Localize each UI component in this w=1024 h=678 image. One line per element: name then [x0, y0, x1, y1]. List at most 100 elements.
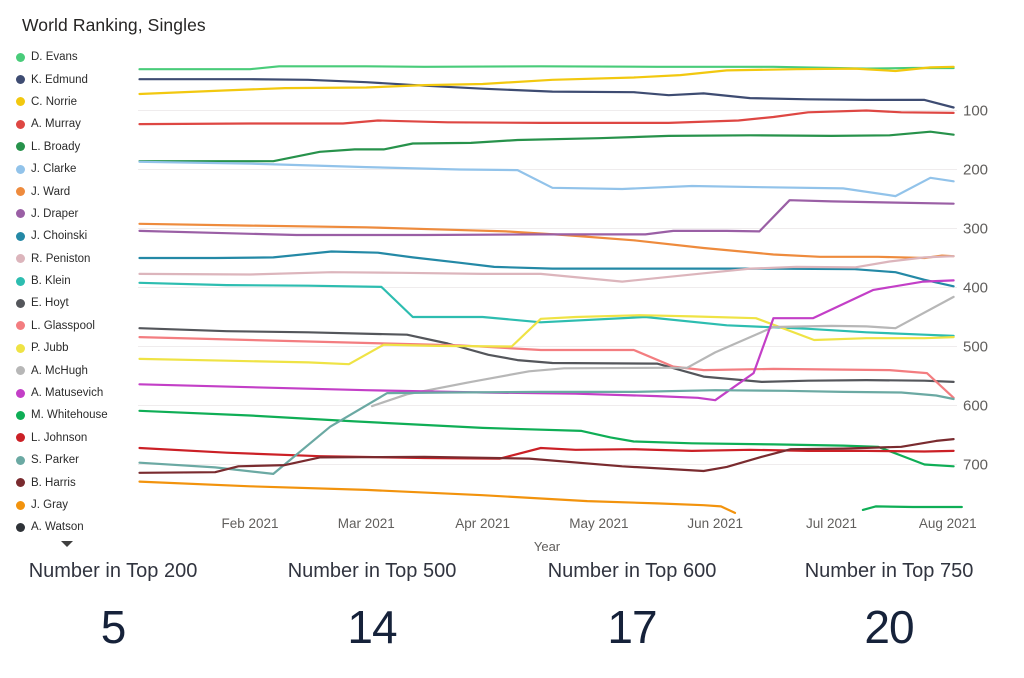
kpi-card-number-in-top-600[interactable]: Number in Top 600 17: [502, 560, 762, 654]
legend-item-a--watson[interactable]: A. Watson: [16, 516, 136, 538]
legend-item-s--parker[interactable]: S. Parker: [16, 449, 136, 471]
legend-item-label: J. Clarke: [31, 163, 77, 176]
chart-legend: D. Evans K. Edmund C. Norrie A. Murray L. Br…: [16, 46, 136, 539]
legend-item-label: B. Harris: [31, 476, 76, 489]
kpi-label: Number in Top 600: [547, 560, 717, 582]
legend-item-label: A. Murray: [31, 118, 81, 131]
legend-item-label: J. Ward: [31, 185, 71, 198]
series-line-b--klein[interactable]: [138, 281, 955, 337]
legend-swatch-icon: [16, 209, 25, 219]
series-line-a--murray[interactable]: [138, 109, 955, 126]
series-line-a--matusevich[interactable]: [138, 279, 955, 402]
x-axis-label-jun-2021: Jun 2021: [687, 516, 743, 531]
y-axis-label-600: 600: [963, 398, 988, 415]
legend-item-label: M. Whitehouse: [31, 409, 108, 422]
series-line-s--parker[interactable]: [138, 389, 955, 475]
kpi-card-number-in-top-750[interactable]: Number in Top 750 20: [759, 560, 1019, 654]
legend-item-d--evans[interactable]: D. Evans: [16, 46, 136, 68]
legend-swatch-icon: [16, 343, 25, 353]
legend-item-label: A. Matusevich: [31, 387, 104, 400]
legend-item-label: S. Parker: [31, 454, 79, 467]
x-axis-label-feb-2021: Feb 2021: [221, 516, 278, 531]
series-line-c--norrie[interactable]: [138, 65, 955, 96]
legend-item-j--clarke[interactable]: J. Clarke: [16, 158, 136, 180]
legend-item-b--klein[interactable]: B. Klein: [16, 270, 136, 292]
series-line-k--edmund[interactable]: [138, 78, 955, 109]
legend-item-l--broady[interactable]: L. Broady: [16, 136, 136, 158]
legend-item-e--hoyt[interactable]: E. Hoyt: [16, 292, 136, 314]
legend-item-l--glasspool[interactable]: L. Glasspool: [16, 315, 136, 337]
series-line-b--harris[interactable]: [138, 438, 955, 474]
legend-swatch-icon: [16, 276, 25, 286]
y-axis-label-100: 100: [963, 103, 988, 120]
legend-item-r--peniston[interactable]: R. Peniston: [16, 248, 136, 270]
kpi-label: Number in Top 500: [287, 560, 457, 582]
legend-item-j--ward[interactable]: J. Ward: [16, 180, 136, 202]
legend-swatch-icon: [16, 433, 25, 443]
legend-item-label: J. Draper: [31, 207, 79, 220]
legend-scroll-down-icon[interactable]: [61, 541, 73, 547]
y-axis-label-400: 400: [963, 280, 988, 297]
legend-item-b--harris[interactable]: B. Harris: [16, 471, 136, 493]
legend-item-j--draper[interactable]: J. Draper: [16, 203, 136, 225]
kpi-card-number-in-top-200[interactable]: Number in Top 200 5: [0, 560, 243, 654]
legend-item-j--gray[interactable]: J. Gray: [16, 494, 136, 516]
legend-item-k--edmund[interactable]: K. Edmund: [16, 68, 136, 90]
legend-item-label: L. Johnson: [31, 431, 88, 444]
legend-item-label: L. Glasspool: [31, 319, 95, 332]
series-line-j--gray[interactable]: [138, 480, 737, 515]
series-line-a--mchugh[interactable]: [371, 295, 955, 408]
x-axis-label-jul-2021: Jul 2021: [806, 516, 857, 531]
legend-item-label: A. Watson: [31, 521, 84, 534]
legend-swatch-icon: [16, 164, 25, 174]
series-line-p--jubb[interactable]: [138, 314, 955, 366]
legend-swatch-icon: [16, 500, 25, 510]
x-axis-label-apr-2021: Apr 2021: [455, 516, 510, 531]
x-axis-label-may-2021: May 2021: [569, 516, 628, 531]
series-line-l--broady[interactable]: [138, 130, 955, 163]
legend-swatch-icon: [16, 254, 25, 264]
legend-swatch-icon: [16, 119, 25, 129]
series-line-j--clarke[interactable]: [138, 160, 955, 198]
legend-item-j--choinski[interactable]: J. Choinski: [16, 225, 136, 247]
series-line-m--whitehouse[interactable]: [138, 409, 955, 468]
legend-item-label: B. Klein: [31, 275, 71, 288]
legend-item-label: C. Norrie: [31, 95, 78, 108]
series-line-d--evans[interactable]: [138, 65, 955, 71]
kpi-label: Number in Top 200: [28, 560, 198, 582]
kpi-label: Number in Top 750: [804, 560, 974, 582]
legend-item-a--mchugh[interactable]: A. McHugh: [16, 359, 136, 381]
legend-item-l--johnson[interactable]: L. Johnson: [16, 427, 136, 449]
series-line-j--draper[interactable]: [138, 199, 955, 237]
y-axis-label-500: 500: [963, 339, 988, 356]
kpi-value: 20: [864, 601, 914, 653]
series-line-unlabeled[interactable]: [861, 505, 963, 511]
series-line-e--hoyt[interactable]: [138, 327, 955, 383]
legend-item-label: E. Hoyt: [31, 297, 69, 310]
legend-item-a--murray[interactable]: A. Murray: [16, 113, 136, 135]
x-axis-title: Year: [533, 539, 561, 554]
legend-item-m--whitehouse[interactable]: M. Whitehouse: [16, 404, 136, 426]
legend-item-label: A. McHugh: [31, 364, 88, 377]
legend-swatch-icon: [16, 142, 25, 152]
kpi-value: 14: [347, 601, 397, 653]
legend-swatch-icon: [16, 75, 25, 85]
y-axis-label-700: 700: [963, 457, 988, 474]
y-axis-label-200: 200: [963, 162, 988, 179]
legend-item-a--matusevich[interactable]: A. Matusevich: [16, 382, 136, 404]
y-axis-label-300: 300: [963, 221, 988, 238]
kpi-value: 17: [607, 601, 657, 653]
legend-item-label: P. Jubb: [31, 342, 69, 355]
legend-item-p--jubb[interactable]: P. Jubb: [16, 337, 136, 359]
kpi-value: 5: [100, 601, 127, 653]
series-line-l--glasspool[interactable]: [138, 336, 955, 399]
legend-item-c--norrie[interactable]: C. Norrie: [16, 91, 136, 113]
series-line-j--choinski[interactable]: [138, 250, 955, 288]
legend-swatch-icon: [16, 52, 25, 62]
series-line-r--peniston[interactable]: [138, 255, 955, 283]
kpi-card-number-in-top-500[interactable]: Number in Top 500 14: [242, 560, 502, 654]
legend-swatch-icon: [16, 231, 25, 241]
page-title: World Ranking, Singles: [22, 15, 206, 35]
